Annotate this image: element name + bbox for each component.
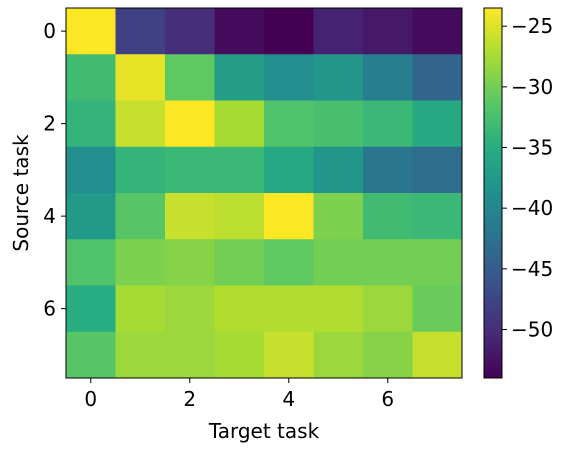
heatmap-cell (66, 54, 116, 101)
heatmap-cell (363, 239, 413, 286)
heatmap-cell (313, 331, 364, 379)
heatmap-cell (214, 100, 265, 148)
heatmap-cell (214, 239, 265, 286)
heatmap-cell (363, 100, 413, 148)
heatmap-cell (313, 285, 364, 333)
heatmap-cell (66, 8, 116, 55)
heatmap-cell (165, 239, 215, 286)
colorbar-tick-label: −30 (511, 75, 553, 99)
heatmap-cell (412, 54, 463, 101)
heatmap-cell (313, 54, 364, 101)
heatmap-cell (412, 285, 463, 333)
heatmap-cell (264, 8, 314, 55)
heatmap-cell (264, 285, 314, 333)
y-axis-ticks: 0 2 4 6 (43, 19, 66, 321)
heatmap-cell (115, 331, 166, 379)
x-tick-label: 6 (381, 387, 394, 411)
y-tick-label: 6 (43, 297, 56, 321)
heatmap-cell (214, 285, 265, 333)
heatmap-cell (264, 146, 314, 194)
y-tick-label: 0 (43, 19, 56, 43)
heatmap-cell (165, 193, 215, 240)
heatmap-cell (115, 54, 166, 101)
colorbar (483, 7, 503, 379)
x-axis-label: Target task (208, 419, 320, 443)
heatmap-cell (115, 146, 166, 194)
heatmap-cell (66, 100, 116, 148)
colorbar-tick-label: −50 (511, 317, 553, 341)
heatmap-cell (412, 239, 463, 286)
heatmap-cell (412, 146, 463, 194)
heatmap-cell (115, 239, 166, 286)
y-tick-label: 2 (43, 112, 56, 136)
heatmap-cell (363, 285, 413, 333)
heatmap-cell (115, 285, 166, 333)
heatmap-cell (214, 193, 265, 240)
heatmap-cell (412, 8, 463, 55)
heatmap-cell (412, 331, 463, 379)
heatmap-cell (165, 285, 215, 333)
heatmap-cell (412, 193, 463, 240)
heatmap-cell (412, 100, 463, 148)
x-tick-label: 2 (183, 387, 196, 411)
colorbar-tick-label: −40 (511, 196, 553, 220)
heatmap-cell (66, 239, 116, 286)
x-axis-ticks: 0 2 4 6 (84, 378, 394, 411)
heatmap-cells (66, 8, 463, 379)
colorbar-tick-label: −25 (511, 14, 553, 38)
heatmap-cell (165, 100, 215, 148)
heatmap-cell (115, 8, 166, 55)
heatmap-cell (363, 193, 413, 240)
heatmap-cell (264, 193, 314, 240)
heatmap-cell (264, 54, 314, 101)
heatmap-cell (363, 54, 413, 101)
heatmap-cell (165, 331, 215, 379)
heatmap-cell (214, 8, 265, 55)
heatmap-cell (264, 239, 314, 286)
heatmap-cell (313, 239, 364, 286)
heatmap-cell (66, 285, 116, 333)
heatmap-cell (115, 193, 166, 240)
heatmap-cell (313, 100, 364, 148)
heatmap-cell (115, 100, 166, 148)
heatmap-cell (214, 331, 265, 379)
heatmap-cell (313, 146, 364, 194)
colorbar-tick-label: −35 (511, 136, 553, 160)
heatmap-cell (165, 8, 215, 55)
heatmap-cell (264, 331, 314, 379)
y-axis-label: Source task (9, 134, 33, 252)
plot-frame (65, 7, 463, 379)
x-tick-label: 0 (84, 387, 97, 411)
heatmap-cell (313, 193, 364, 240)
y-tick-label: 4 (43, 204, 56, 228)
heatmap-cell (264, 100, 314, 148)
heatmap-cell (214, 54, 265, 101)
heatmap-cell (363, 331, 413, 379)
heatmap-cell (66, 146, 116, 194)
heatmap-cell (66, 193, 116, 240)
heatmap-cell (66, 331, 116, 379)
heatmap-cell (165, 54, 215, 101)
heatmap-cell (214, 146, 265, 194)
heatmap-cell (363, 8, 413, 55)
x-tick-label: 4 (282, 387, 295, 411)
heatmap-cell (165, 146, 215, 194)
heatmap-cell (363, 146, 413, 194)
colorbar-ticks: −25 −30 −35 −40 −45 −50 (502, 14, 553, 341)
heatmap-cell (313, 8, 364, 55)
colorbar-tick-label: −45 (511, 257, 553, 281)
